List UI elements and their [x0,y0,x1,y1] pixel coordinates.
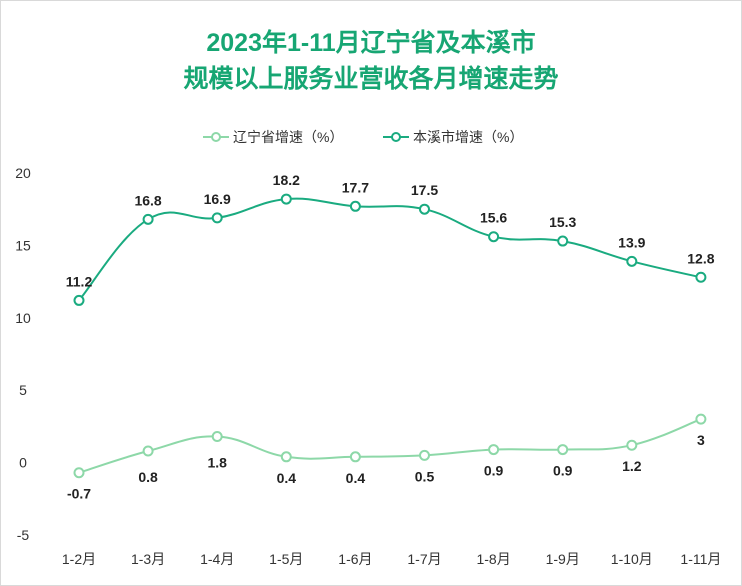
data-point-liaoning [349,451,361,463]
x-tick-label: 1-5月 [269,551,303,567]
data-point-liaoning [73,467,85,479]
legend-label-benxi: 本溪市增速（%） [413,129,523,145]
data-point-benxi [557,235,569,247]
data-label-benxi: 17.5 [411,182,438,198]
data-point-benxi [73,294,85,306]
data-point-liaoning [557,444,569,456]
data-labels: -0.7 0.8 1.8 0.4 0.4 0.5 0.9 0.9 1.2 3 11.2 16.8 16.… [66,172,715,502]
data-label-benxi: 16.8 [134,192,161,208]
y-axis: -5 0 5 10 15 20 [15,165,31,543]
y-tick-label: -5 [17,527,30,543]
y-tick-label: 10 [15,310,31,326]
data-point-liaoning [695,413,707,425]
data-point-benxi [349,200,361,212]
legend-item-liaoning: 辽宁省增速（%） [203,129,343,145]
series-liaoning [73,413,707,479]
data-point-benxi [488,231,500,243]
data-point-benxi [211,212,223,224]
data-label-liaoning: 0.5 [415,468,435,484]
data-label-liaoning: 0.4 [277,470,297,486]
series-layer [73,193,707,479]
data-label-liaoning: 0.9 [484,463,504,479]
data-label-liaoning: 3 [697,432,705,448]
series-line-benxi [78,197,702,302]
chart-title-line-2: 规模以上服务业营收各月增速走势 [183,64,558,93]
y-tick-label: 20 [15,165,31,181]
data-label-liaoning: 1.8 [207,455,227,471]
x-tick-label: 1-4月 [200,551,234,567]
x-tick-label: 1-7月 [407,551,441,567]
data-point-liaoning [142,445,154,457]
data-point-liaoning [419,449,430,461]
data-point-benxi [142,213,154,225]
data-label-liaoning: 0.8 [138,469,158,485]
legend-label-liaoning: 辽宁省增速（%） [233,129,343,145]
data-point-benxi [626,255,638,267]
legend: 辽宁省增速（%） 本溪市增速（%） [203,129,523,145]
data-point-liaoning [626,439,638,451]
data-label-liaoning: 0.4 [346,470,366,486]
series-benxi [73,193,707,306]
data-label-liaoning: -0.7 [67,486,91,502]
legend-item-benxi: 本溪市增速（%） [383,129,523,145]
data-point-liaoning [211,431,223,443]
series-line-liaoning [78,418,702,474]
data-point-liaoning [280,451,292,463]
data-label-benxi: 18.2 [273,172,300,188]
data-label-benxi: 11.2 [66,273,93,289]
x-tick-label: 1-9月 [546,551,580,567]
x-tick-label: 1-11月 [680,551,721,567]
x-tick-label: 1-6月 [338,551,372,567]
y-tick-label: 0 [19,455,27,471]
data-label-benxi: 17.7 [342,179,369,195]
data-label-benxi: 15.6 [480,210,507,226]
data-point-benxi [280,193,292,205]
x-tick-label: 1-3月 [131,551,165,567]
data-label-benxi: 13.9 [618,234,645,250]
data-label-liaoning: 1.2 [622,458,642,474]
data-label-benxi: 15.3 [549,214,576,230]
x-tick-label: 1-2月 [62,551,96,567]
data-point-benxi [695,271,707,283]
data-point-benxi [419,203,430,215]
y-tick-label: 15 [15,237,31,253]
data-point-liaoning [488,444,500,456]
x-axis: 1-2月 1-3月 1-4月 1-5月 1-6月 1-7月 1-8月 1-9月 1-10月 1-1… [62,551,722,567]
data-label-benxi: 12.8 [687,250,714,266]
chart-title-line-1: 2023年1-11月辽宁省及本溪市 [206,28,535,57]
data-label-liaoning: 0.9 [553,463,573,479]
y-tick-label: 5 [19,382,27,398]
x-tick-label: 1-10月 [611,551,653,567]
x-tick-label: 1-8月 [476,551,510,567]
data-label-benxi: 16.9 [204,191,231,207]
